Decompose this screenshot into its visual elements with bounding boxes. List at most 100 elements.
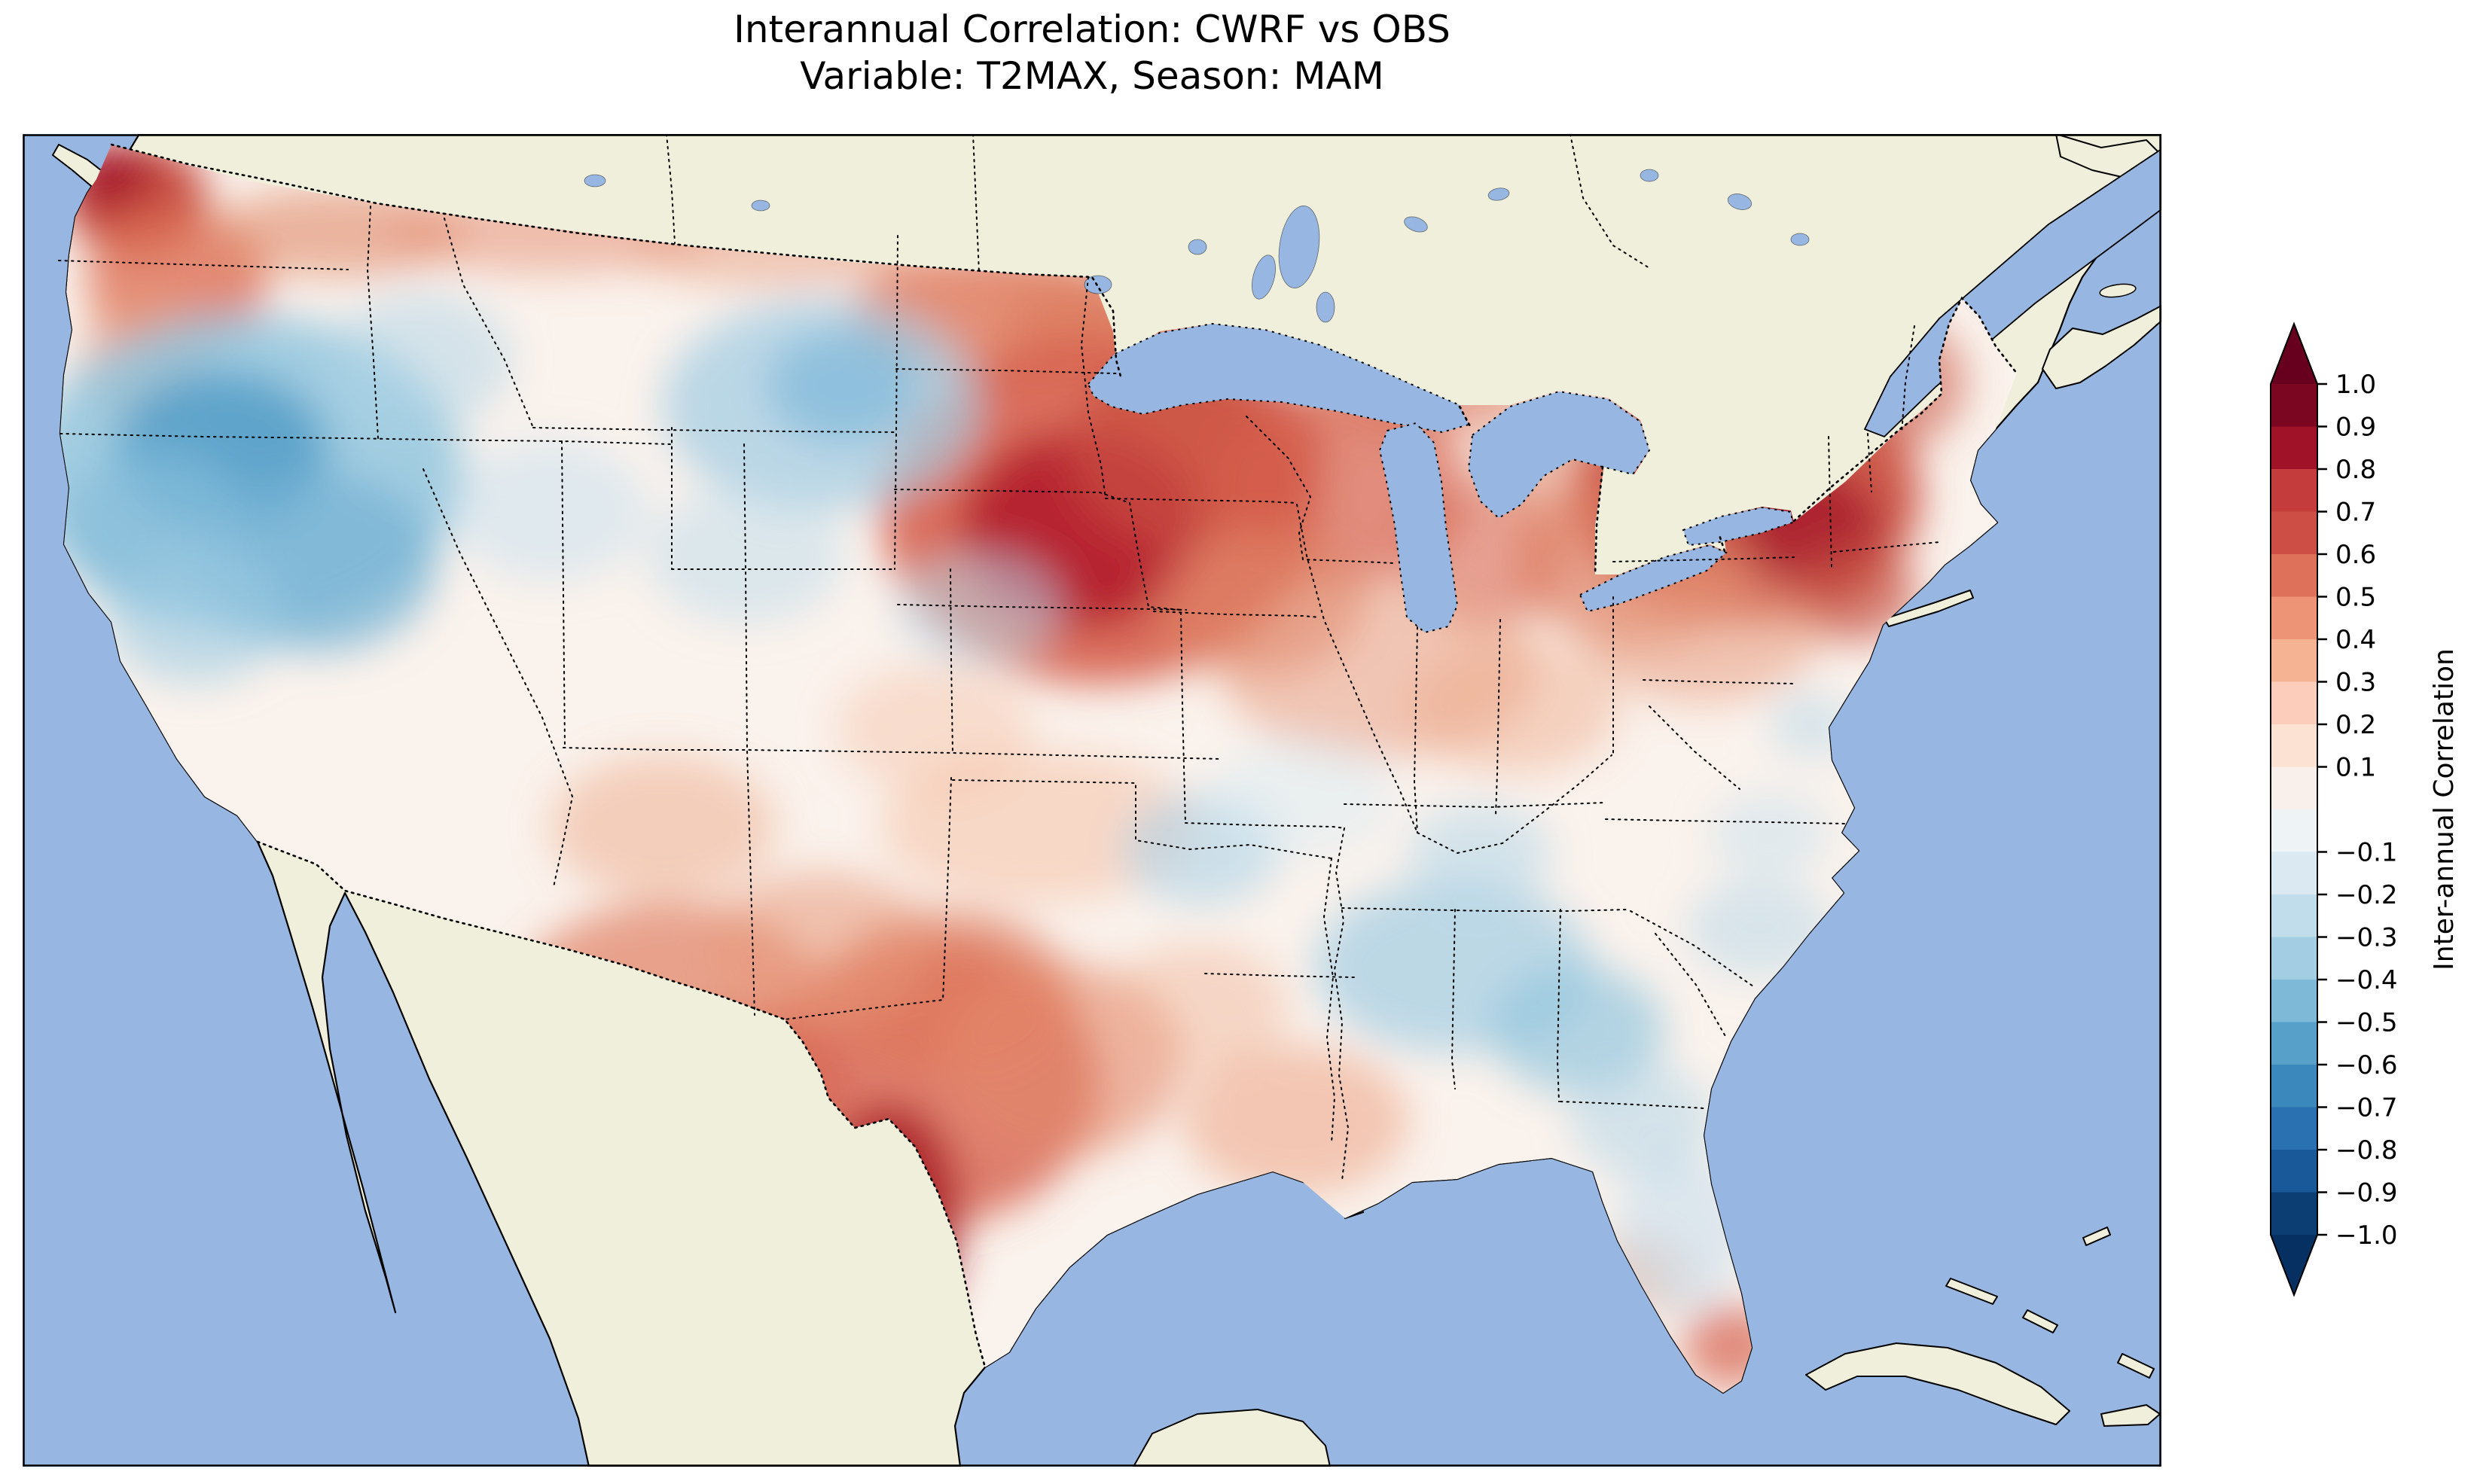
colorbar-band bbox=[2271, 511, 2317, 555]
colorbar-tick-label: 0.6 bbox=[2335, 540, 2376, 570]
colorbar-tick-label: 0.1 bbox=[2335, 753, 2376, 783]
colorbar-tick-label: −0.4 bbox=[2335, 965, 2398, 995]
colorbar-tick-label: −0.3 bbox=[2335, 923, 2398, 953]
colorbar-tick-label: −1.0 bbox=[2335, 1220, 2398, 1251]
correlation-blob bbox=[550, 755, 776, 898]
colorbar-band bbox=[2271, 894, 2317, 938]
state-border bbox=[1649, 705, 1740, 790]
colorbar-band bbox=[2271, 937, 2317, 980]
island bbox=[1945, 1278, 1998, 1305]
state-border bbox=[950, 568, 953, 754]
colorbar-tick-label: −0.8 bbox=[2335, 1135, 2398, 1166]
island bbox=[2082, 1227, 2111, 1246]
colorbar-band bbox=[2271, 426, 2317, 470]
colorbar: 1.0 0.9 0.8 0.7 0.6 0.5 0.4 0.3 0.2 0.1 −0.1 −0.2 −0… bbox=[2263, 320, 2474, 1314]
colorbar-band bbox=[2271, 384, 2317, 428]
island bbox=[1805, 1342, 2070, 1425]
colorbar-tick-label: 0.9 bbox=[2335, 413, 2376, 443]
correlation-blob bbox=[1408, 804, 1551, 902]
us-canada-border bbox=[1594, 465, 1604, 576]
state-border bbox=[1417, 754, 1612, 855]
lake bbox=[1790, 233, 1810, 246]
state-border bbox=[1495, 619, 1501, 816]
lake bbox=[1487, 187, 1510, 201]
lake bbox=[1084, 275, 1112, 294]
colorbar-tick-label: −0.5 bbox=[2335, 1008, 2398, 1038]
colorbar-tick-label: −0.9 bbox=[2335, 1178, 2398, 1208]
state-border bbox=[563, 747, 1221, 760]
map-svg bbox=[23, 134, 2161, 1467]
state-border bbox=[561, 440, 566, 748]
island bbox=[1884, 590, 1974, 627]
correlation-blob bbox=[768, 330, 919, 443]
great-lake bbox=[1467, 390, 1651, 520]
colorbar-band bbox=[2271, 596, 2317, 640]
colorbar-over-arrow bbox=[2271, 324, 2317, 384]
correlation-blob bbox=[1789, 544, 1917, 642]
correlation-blob bbox=[211, 187, 467, 277]
correlation-blob bbox=[648, 488, 843, 623]
lake bbox=[1727, 193, 1753, 210]
great-lake bbox=[1579, 544, 1728, 613]
correlation-blob bbox=[1152, 526, 1363, 676]
correlation-blob bbox=[105, 548, 286, 684]
state-border bbox=[895, 368, 1117, 374]
plot-title: Interannual Correlation: CWRF vs OBS Var… bbox=[23, 6, 2161, 99]
colorbar-band bbox=[2271, 639, 2317, 683]
state-border bbox=[1556, 909, 1561, 1102]
colorbar-tick-label: 0.2 bbox=[2335, 710, 2376, 740]
colorbar-tick-label: −0.1 bbox=[2335, 838, 2398, 868]
us-canada-border bbox=[1792, 296, 2018, 523]
correlation-blob bbox=[1107, 943, 1288, 1071]
colorbar-tick-label: 1.0 bbox=[2335, 370, 2376, 400]
state-border bbox=[423, 468, 574, 888]
great-lake bbox=[1682, 506, 1794, 547]
state-border bbox=[1185, 822, 1345, 829]
island bbox=[2022, 1309, 2058, 1333]
colorbar-band bbox=[2271, 852, 2317, 895]
state-border bbox=[1296, 504, 1418, 833]
colorbar-tick-label: 0.4 bbox=[2335, 625, 2376, 655]
state-border bbox=[1413, 626, 1418, 833]
us-canada-border bbox=[1458, 405, 1472, 428]
state-border bbox=[1246, 416, 1396, 564]
great-lake bbox=[1378, 422, 1459, 634]
state-border bbox=[1344, 802, 1605, 809]
state-border bbox=[894, 235, 898, 570]
correlation-blob bbox=[452, 439, 648, 582]
colorbar-under-arrow bbox=[2271, 1235, 2317, 1295]
us-mexico-border bbox=[256, 840, 987, 1369]
island bbox=[2042, 305, 2161, 389]
state-border bbox=[784, 777, 952, 1020]
colorbar-tick-label: 0.5 bbox=[2335, 583, 2376, 613]
state-border bbox=[1828, 436, 1832, 568]
correlation-blob bbox=[1213, 736, 1393, 857]
correlation-blob bbox=[896, 552, 1062, 665]
correlation-blob bbox=[1710, 793, 1830, 876]
island bbox=[1133, 1409, 1331, 1467]
correlation-blob bbox=[836, 665, 1032, 793]
island bbox=[2100, 1404, 2161, 1427]
lake bbox=[1252, 254, 1276, 300]
state-border bbox=[1129, 502, 1186, 824]
island bbox=[2099, 283, 2137, 298]
colorbar-band bbox=[2271, 1107, 2317, 1150]
colorbar-band bbox=[2271, 1192, 2317, 1236]
colorbar-band bbox=[2271, 681, 2317, 725]
great-lake bbox=[1087, 322, 1470, 434]
correlation-blob bbox=[331, 292, 512, 428]
title-line-1: Interannual Correlation: CWRF vs OBS bbox=[734, 8, 1451, 51]
correlation-blob bbox=[1408, 638, 1619, 774]
state-border bbox=[1833, 541, 1940, 553]
lake bbox=[1188, 239, 1207, 255]
colorbar-svg: 1.0 0.9 0.8 0.7 0.6 0.5 0.4 0.3 0.2 0.1 −0.1 −0.2 −0… bbox=[2270, 321, 2460, 1297]
state-border bbox=[366, 206, 379, 439]
state-border bbox=[1612, 556, 1795, 562]
state-border bbox=[1655, 933, 1727, 1038]
lake bbox=[1316, 291, 1335, 323]
colorbar-tick-label: 0.3 bbox=[2335, 668, 2376, 698]
colorbar-band bbox=[2271, 1065, 2317, 1108]
lake bbox=[584, 174, 606, 187]
axes-frame bbox=[23, 134, 2161, 1467]
